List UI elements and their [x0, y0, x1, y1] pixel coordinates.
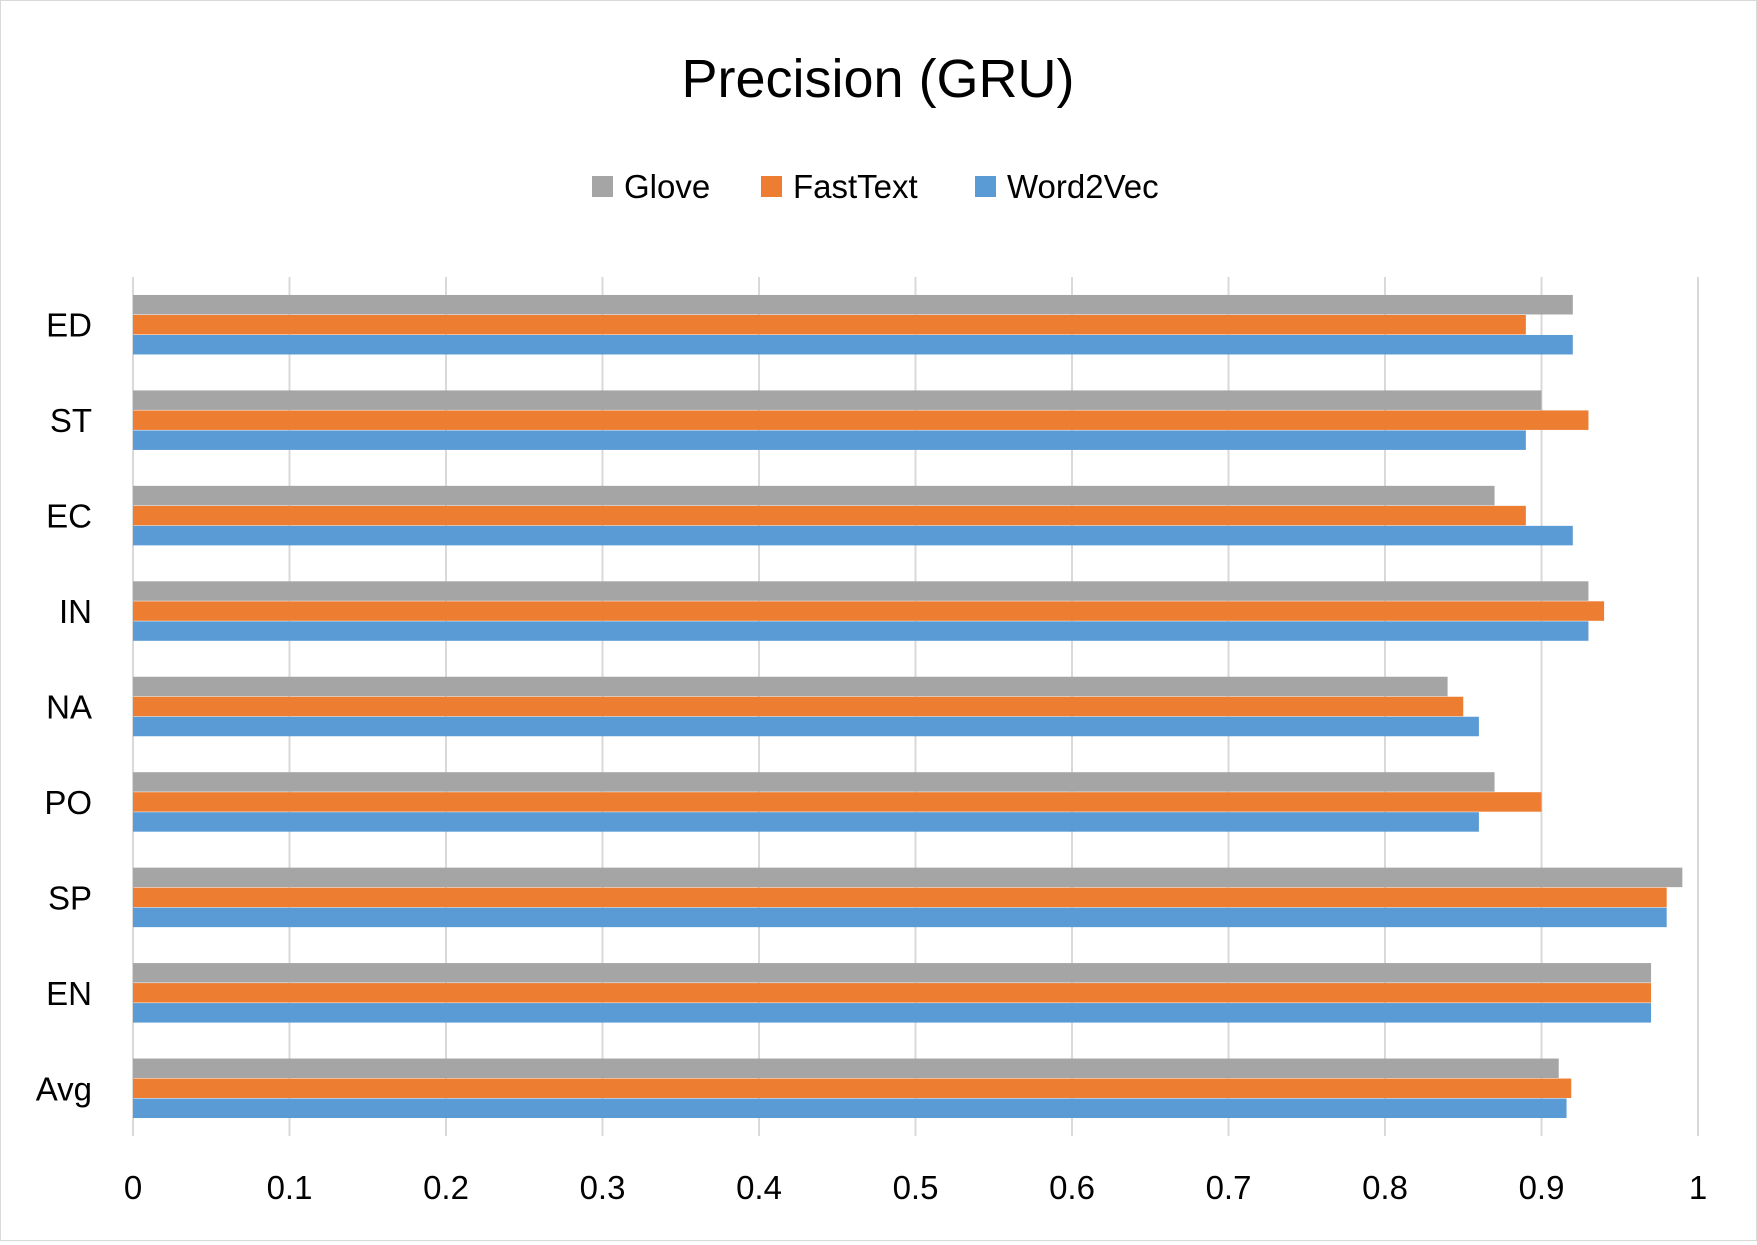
category-label: EC — [46, 498, 92, 535]
bar-word2vec-in — [133, 621, 1589, 641]
bars — [133, 294, 1683, 1119]
x-tick-labels: 0 0.1 0.2 0.3 0.4 0.5 0.6 0.7 0.8 0.9 1 — [124, 1169, 1707, 1206]
bar-fasttext-in — [133, 601, 1605, 621]
x-tick-label: 0.6 — [1049, 1169, 1095, 1206]
legend-label-word2vec: Word2Vec — [1007, 168, 1159, 205]
bar-word2vec-sp — [133, 907, 1667, 928]
x-tick-label: 0 — [124, 1169, 142, 1206]
bar-fasttext-po — [133, 792, 1542, 812]
chart-title: Precision (GRU) — [681, 49, 1074, 109]
bar-fasttext-na — [133, 696, 1464, 717]
bar-glove-avg — [133, 1058, 1559, 1079]
category-label: ED — [46, 307, 92, 344]
bar-fasttext-avg — [133, 1078, 1572, 1099]
x-tick-label: 0.5 — [893, 1169, 939, 1206]
category-label: IN — [59, 593, 92, 630]
bar-fasttext-en — [133, 983, 1652, 1003]
legend-swatch-fasttext — [761, 176, 782, 197]
x-tick-label: 0.1 — [267, 1169, 313, 1206]
bar-glove-sp — [133, 867, 1683, 888]
x-tick-label: 0.8 — [1362, 1169, 1408, 1206]
x-tick-label: 0.4 — [736, 1169, 782, 1206]
bar-word2vec-po — [133, 812, 1479, 832]
bar-glove-st — [133, 390, 1542, 410]
category-label: ST — [50, 402, 92, 439]
bar-fasttext-ec — [133, 505, 1526, 526]
bar-word2vec-ed — [133, 334, 1573, 355]
x-tick-label: 0.7 — [1206, 1169, 1252, 1206]
bar-glove-en — [133, 963, 1652, 983]
category-label: PO — [44, 784, 92, 821]
bar-glove-na — [133, 676, 1448, 697]
legend-swatch-word2vec — [975, 176, 996, 197]
category-label: SP — [48, 879, 92, 916]
legend-label-fasttext: FastText — [793, 168, 918, 205]
bar-word2vec-na — [133, 716, 1479, 737]
bar-glove-in — [133, 581, 1589, 601]
bar-word2vec-st — [133, 430, 1526, 450]
x-tick-label: 0.9 — [1519, 1169, 1565, 1206]
legend-label-glove: Glove — [624, 168, 710, 205]
x-tick-label: 1 — [1689, 1169, 1707, 1206]
bar-fasttext-sp — [133, 887, 1667, 908]
bar-fasttext-st — [133, 410, 1589, 430]
category-label: NA — [46, 689, 92, 726]
bar-word2vec-en — [133, 1003, 1652, 1023]
bar-glove-ed — [133, 294, 1573, 315]
category-label: Avg — [36, 1070, 92, 1107]
chart-legend: Glove FastText Word2Vec — [592, 168, 1159, 205]
bar-fasttext-ed — [133, 314, 1526, 335]
bar-word2vec-avg — [133, 1098, 1567, 1119]
bar-glove-ec — [133, 485, 1495, 506]
bar-glove-po — [133, 772, 1495, 792]
x-tick-label: 0.2 — [423, 1169, 469, 1206]
category-label: EN — [46, 975, 92, 1012]
bar-word2vec-ec — [133, 525, 1573, 546]
x-tick-label: 0.3 — [580, 1169, 626, 1206]
category-labels: ED ST EC IN NA PO SP EN Avg — [36, 307, 92, 1108]
legend-swatch-glove — [592, 176, 613, 197]
